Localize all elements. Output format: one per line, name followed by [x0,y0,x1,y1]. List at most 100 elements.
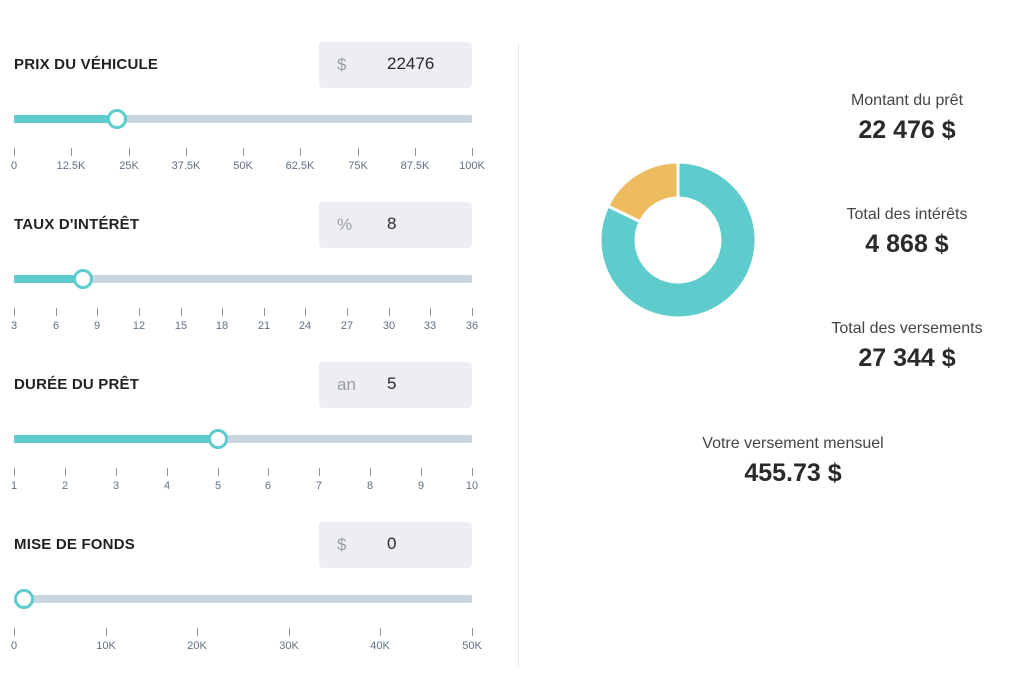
percent-unit: % [337,215,353,234]
tick-mark [116,468,117,476]
tick-label: 9 [417,480,425,492]
tick-mark [14,308,15,316]
tick-mark [139,308,140,316]
tick-label: 10 [465,480,479,492]
tick-label: 12 [132,320,146,332]
tick-label: 9 [93,320,101,332]
tick-label: 75K [348,160,368,172]
tick-mark [14,468,15,476]
tick-label: 30 [382,320,396,332]
tick-mark [129,148,130,156]
tick-label: 24 [298,320,312,332]
interest-rate-slider[interactable] [14,269,472,290]
dollar-unit: $ [337,535,347,554]
tick-mark [65,468,66,476]
loan-term-input[interactable] [387,374,457,394]
tick-mark [186,148,187,156]
interest-rate-scale: 3 6 9 12 15 18 21 24 27 30 33 36 [10,308,478,338]
dollar-unit: $ [337,55,347,74]
tick-label: 18 [215,320,229,332]
tick-label: 8 [366,480,374,492]
tick-label: 3 [112,480,120,492]
principal-slice [598,160,758,320]
loan-term-slider[interactable] [14,429,472,450]
tick-label: 50K [462,640,482,652]
tick-mark [472,628,473,636]
interest-rate-label: TAUX D'INTÉRÊT [14,216,140,233]
tick-mark [14,628,15,636]
tick-mark [106,628,107,636]
tick-mark [181,308,182,316]
tick-mark [370,468,371,476]
interest-rate-field[interactable]: % [319,202,472,248]
vehicle-price-input[interactable] [387,54,457,74]
tick-mark [421,468,422,476]
tick-mark [268,468,269,476]
tick-mark [415,148,416,156]
total-interest-stat: Total des intérêts 4 868 $ [807,206,1007,259]
down-payment-field[interactable]: $ [319,522,472,568]
tick-label: 0 [10,160,18,172]
tick-label: 37.5K [171,160,201,172]
tick-mark [300,148,301,156]
tick-label: 40K [370,640,390,652]
down-payment-scale: 0 10K 20K 30K 40K 50K [10,628,482,658]
vehicle-price-block: PRIX DU VÉHICULE $ 0 12.5K 25K 37.5K 50K 62.5… [10,42,485,182]
tick-label: 36 [465,320,479,332]
tick-mark [389,308,390,316]
interest-slice [605,160,680,224]
loan-term-field[interactable]: an [319,362,472,408]
loan-term-scale: 1 2 3 4 5 6 7 8 9 10 [10,468,478,498]
slider-track[interactable] [14,435,472,443]
tick-mark [222,308,223,316]
down-payment-slider[interactable] [14,589,472,610]
slider-thumb[interactable] [107,109,127,129]
tick-label: 50K [233,160,253,172]
tick-label: 3 [10,320,18,332]
tick-mark [264,308,265,316]
slider-fill [14,115,117,123]
vehicle-price-slider[interactable] [14,109,472,130]
total-payments-label: Total des versements [831,320,983,337]
slider-thumb[interactable] [73,269,93,289]
vehicle-price-field[interactable]: $ [319,42,472,88]
tick-label: 21 [257,320,271,332]
loan-term-label: DURÉE DU PRÊT [14,376,140,393]
interest-rate-input[interactable] [387,214,457,234]
tick-mark [56,308,57,316]
loan-term-block: DURÉE DU PRÊT an 1 2 3 4 5 6 7 8 9 10 [10,362,478,502]
tick-label: 20K [187,640,207,652]
vehicle-price-scale: 0 12.5K 25K 37.5K 50K 62.5K 75K 87.5K 100K [10,148,485,178]
vehicle-price-label: PRIX DU VÉHICULE [14,56,159,73]
tick-mark [218,468,219,476]
tick-label: 62.5K [285,160,315,172]
slider-track[interactable] [14,275,472,283]
tick-mark [289,628,290,636]
tick-mark [380,628,381,636]
tick-label: 33 [423,320,437,332]
tick-mark [472,148,473,156]
slider-thumb[interactable] [14,589,34,609]
slider-thumb[interactable] [208,429,228,449]
monthly-payment-stat: Votre versement mensuel 455.73 $ [663,435,923,488]
tick-label: 27 [340,320,354,332]
tick-label: 87.5K [400,160,430,172]
tick-label: 1 [10,480,18,492]
loan-amount-stat: Montant du prêt 22 476 $ [807,92,1007,145]
tick-label: 100K [459,160,485,172]
tick-mark [472,308,473,316]
tick-mark [197,628,198,636]
slider-track[interactable] [14,115,472,123]
tick-label: 7 [315,480,323,492]
column-divider [518,42,519,666]
tick-label: 2 [61,480,69,492]
slider-track[interactable] [14,595,472,603]
loan-amount-label: Montant du prêt [850,92,964,109]
total-interest-value: 4 868 $ [865,230,949,258]
down-payment-input[interactable] [387,534,457,554]
slider-fill [14,435,218,443]
tick-mark [358,148,359,156]
tick-label: 0 [10,640,18,652]
